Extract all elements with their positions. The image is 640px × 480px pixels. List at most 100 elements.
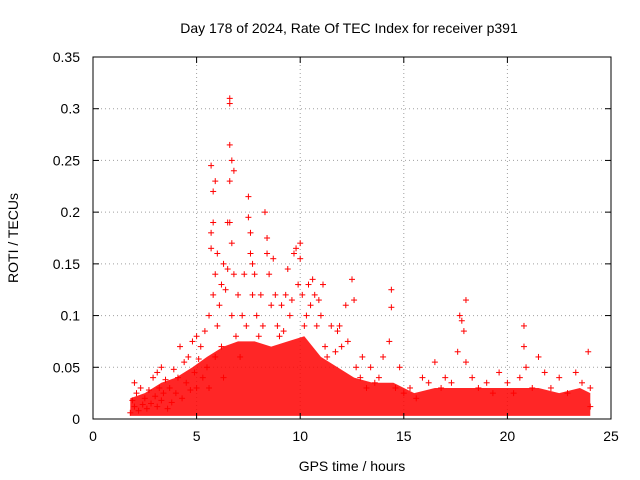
grid	[93, 57, 611, 419]
data-point	[259, 322, 266, 329]
data-point	[462, 297, 469, 304]
data-point	[214, 250, 221, 257]
data-point	[386, 338, 393, 345]
data-point	[307, 302, 314, 309]
data-point	[297, 240, 304, 247]
data-point	[272, 291, 279, 298]
data-point	[431, 359, 438, 366]
data-point	[208, 229, 215, 236]
data-point	[284, 266, 291, 273]
data-point	[448, 379, 455, 386]
data-point	[541, 369, 548, 376]
data-point	[226, 178, 233, 185]
data-point	[255, 333, 262, 340]
data-point	[535, 353, 542, 360]
data-point	[212, 178, 219, 185]
data-point	[276, 333, 283, 340]
data-point	[293, 245, 300, 252]
data-point	[396, 364, 403, 371]
data-point	[328, 322, 335, 329]
data-point	[419, 374, 426, 381]
data-point	[222, 286, 229, 293]
data-point	[375, 374, 382, 381]
data-point	[295, 281, 302, 288]
x-axis-label: GPS time / hours	[299, 458, 406, 474]
data-point	[338, 343, 345, 350]
data-point	[286, 312, 293, 319]
x-tick-label: 0	[89, 428, 97, 444]
data-point	[496, 369, 503, 376]
data-point	[388, 304, 395, 311]
data-point	[324, 353, 331, 360]
data-point	[226, 219, 233, 226]
data-point	[185, 353, 192, 360]
data-point	[131, 379, 138, 386]
data-point	[483, 379, 490, 386]
data-point	[212, 271, 219, 278]
data-point	[228, 312, 235, 319]
data-point	[303, 312, 310, 319]
data-point	[317, 312, 324, 319]
data-point	[388, 286, 395, 293]
data-point	[520, 322, 527, 329]
x-tick-label: 25	[603, 428, 619, 444]
data-point	[359, 353, 366, 360]
data-point	[137, 384, 144, 391]
data-point	[241, 271, 248, 278]
data-point	[243, 322, 250, 329]
x-tick-labels: 0 5 10 15 20 25	[89, 428, 619, 444]
data-point	[585, 348, 592, 355]
data-point	[523, 364, 530, 371]
data-point	[572, 369, 579, 376]
data-point	[456, 312, 463, 319]
data-point	[266, 271, 273, 278]
axis-ticks	[92, 56, 612, 420]
data-point	[290, 250, 297, 257]
data-point	[206, 312, 213, 319]
data-point	[334, 328, 341, 335]
data-point	[226, 95, 233, 102]
data-point	[177, 343, 184, 350]
data-point	[158, 364, 165, 371]
x-tick-label: 15	[396, 428, 412, 444]
data-point	[261, 209, 268, 216]
data-point	[226, 141, 233, 148]
data-point	[351, 297, 358, 304]
data-point	[201, 328, 208, 335]
data-point	[228, 240, 235, 247]
data-point	[245, 193, 252, 200]
data-point	[249, 260, 256, 267]
y-tick-label: 0.15	[53, 256, 80, 272]
data-point	[195, 356, 202, 363]
y-axis-label: ROTI / TECUs	[5, 193, 21, 283]
data-point	[332, 348, 339, 355]
y-tick-label: 0.05	[53, 359, 80, 375]
data-point	[268, 302, 275, 309]
dense-low-values-band	[130, 336, 591, 416]
data-point	[460, 328, 467, 335]
data-point	[587, 384, 594, 391]
data-point	[224, 266, 231, 273]
data-point	[133, 390, 140, 397]
data-point	[578, 379, 585, 386]
data-point	[342, 302, 349, 309]
data-point	[556, 374, 563, 381]
data-point	[189, 338, 196, 345]
data-point	[458, 317, 465, 324]
data-point	[322, 343, 329, 350]
data-point	[313, 322, 320, 329]
x-tick-label: 10	[292, 428, 308, 444]
data-point	[210, 188, 217, 195]
data-point	[305, 281, 312, 288]
data-point	[353, 364, 360, 371]
data-point	[228, 157, 235, 164]
data-point	[264, 235, 271, 241]
y-tick-label: 0.3	[61, 101, 81, 117]
data-point	[249, 291, 256, 298]
data-point	[380, 353, 387, 360]
data-point	[309, 276, 316, 283]
data-point	[274, 322, 281, 329]
data-point	[319, 281, 326, 288]
data-point	[210, 291, 217, 298]
